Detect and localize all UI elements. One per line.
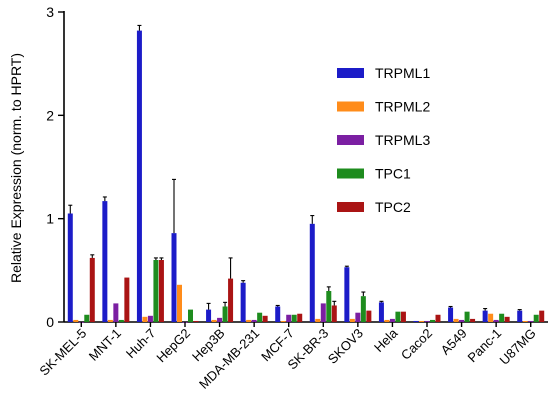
- bar-trpml2-hela: [384, 319, 390, 322]
- bar-tpc1-hep3b: [222, 306, 228, 322]
- bar-trpml2-a549: [453, 318, 459, 322]
- x-tick-label: Caco2: [398, 326, 435, 363]
- bar-trpml2-huh-7: [142, 316, 148, 322]
- bar-tpc1-mcf-7: [291, 314, 297, 322]
- bar-tpc2-skov3: [366, 310, 372, 322]
- bar-trpml1-hepg2: [171, 233, 177, 322]
- bar-tpc1-mda-mb-231: [257, 312, 263, 322]
- bar-trpml3-u87mg: [528, 320, 534, 322]
- bar-trpml1-sk-br-3: [309, 223, 315, 322]
- bar-tpc2-sk-br-3: [331, 305, 337, 322]
- bar-trpml3-mda-mb-231: [251, 319, 257, 322]
- bar-tpc1-mnt-1: [118, 319, 124, 322]
- bar-tpc2-mnt-1: [124, 277, 130, 322]
- legend-label-trpml2: TRPML2: [375, 99, 430, 115]
- bar-trpml1-hep3b: [206, 309, 212, 322]
- y-tick-label: 1: [46, 211, 54, 227]
- bar-tpc2-u87mg: [539, 310, 545, 322]
- bar-tpc1-caco2: [430, 319, 435, 322]
- bar-trpml2-sk-br-3: [315, 318, 321, 322]
- bar-tpc2-mcf-7: [297, 313, 303, 322]
- y-tick-label: 2: [46, 107, 54, 123]
- bar-trpml3-mnt-1: [113, 303, 119, 322]
- bar-trpml3-sk-br-3: [320, 303, 326, 322]
- legend-swatch-trpml1: [337, 68, 364, 78]
- bar-trpml2-skov3: [349, 318, 355, 322]
- bar-trpml1-mcf-7: [275, 306, 281, 322]
- bar-tpc2-sk-mel-5: [89, 257, 95, 322]
- x-tick-label: HepG2: [153, 326, 193, 366]
- bar-trpml1-mnt-1: [102, 201, 108, 322]
- legend-label-tpc2: TPC2: [375, 199, 411, 215]
- legend-label-trpml3: TRPML3: [375, 132, 430, 148]
- bar-tpc2-hela: [400, 311, 406, 322]
- bar-tpc2-caco2: [435, 314, 441, 322]
- legend-swatch-tpc2: [337, 202, 364, 212]
- bar-trpml2-hepg2: [177, 284, 182, 322]
- bar-tpc1-sk-mel-5: [84, 314, 90, 322]
- y-tick-label: 0: [46, 314, 54, 330]
- bar-tpc2-a549: [470, 318, 476, 322]
- bar-trpml2-panc-1: [488, 313, 494, 322]
- bar-trpml2-caco2: [419, 320, 424, 322]
- bar-trpml1-u87mg: [517, 310, 523, 322]
- x-tick-label: MNT-1: [86, 326, 124, 364]
- bar-trpml2-hep3b: [211, 319, 217, 322]
- bar-trpml3-caco2: [424, 320, 430, 322]
- bar-trpml3-mcf-7: [286, 314, 292, 322]
- x-tick-label: Hela: [371, 325, 401, 355]
- bar-trpml1-huh-7: [136, 30, 142, 322]
- bar-tpc1-u87mg: [533, 314, 539, 322]
- bar-tpc2-mda-mb-231: [262, 315, 268, 322]
- x-tick-label: A549: [438, 326, 470, 358]
- bar-trpml1-panc-1: [482, 310, 488, 322]
- bar-tpc2-panc-1: [504, 316, 510, 322]
- bar-tpc2-hep3b: [228, 278, 234, 322]
- y-tick-label: 3: [46, 4, 54, 20]
- bar-trpml1-caco2: [413, 320, 419, 322]
- bar-tpc1-sk-br-3: [326, 291, 332, 322]
- bar-trpml3-hep3b: [217, 317, 223, 322]
- bar-tpc1-hela: [395, 311, 401, 322]
- bar-trpml1-hela: [378, 302, 384, 322]
- bar-tpc1-skov3: [360, 296, 366, 322]
- bar-trpml3-panc-1: [493, 319, 499, 322]
- bar-trpml3-a549: [459, 319, 465, 322]
- bar-trpml1-sk-mel-5: [67, 213, 73, 322]
- x-tick-label: U87MG: [497, 326, 539, 368]
- legend-label-trpml1: TRPML1: [375, 65, 430, 81]
- x-tick-label: SK-MEL-5: [36, 326, 89, 379]
- bar-tpc2-hepg2: [193, 320, 199, 322]
- bar-tpc1-panc-1: [499, 313, 505, 322]
- legend-label-tpc1: TPC1: [375, 166, 411, 182]
- x-tick-label: SKOV3: [325, 326, 366, 367]
- bar-trpml2-mda-mb-231: [246, 319, 252, 322]
- y-axis-label: Relative Expression (norm. to HPRT): [8, 53, 24, 283]
- legend-swatch-trpml3: [337, 135, 364, 145]
- bar-tpc2-huh-7: [158, 260, 164, 322]
- bar-trpml3-hela: [389, 318, 395, 322]
- bar-trpml1-a549: [448, 307, 454, 322]
- bar-trpml3-huh-7: [147, 315, 153, 322]
- bar-trpml2-mcf-7: [280, 320, 286, 322]
- bar-trpml1-mda-mb-231: [240, 282, 246, 322]
- bar-trpml2-mnt-1: [107, 319, 113, 322]
- plot-area: 0123SK-MEL-5MNT-1Huh-7HepG2Hep3BMDA-MB-2…: [36, 4, 548, 392]
- bar-tpc1-huh-7: [153, 260, 159, 322]
- legend-swatch-tpc1: [337, 168, 364, 179]
- bar-tpc1-a549: [464, 311, 470, 322]
- bar-trpml2-u87mg: [522, 320, 528, 322]
- bar-trpml1-skov3: [344, 267, 350, 322]
- bar-trpml3-skov3: [355, 312, 361, 322]
- bar-trpml2-sk-mel-5: [73, 319, 79, 322]
- bar-tpc1-hepg2: [188, 309, 193, 322]
- legend-swatch-trpml2: [337, 101, 364, 112]
